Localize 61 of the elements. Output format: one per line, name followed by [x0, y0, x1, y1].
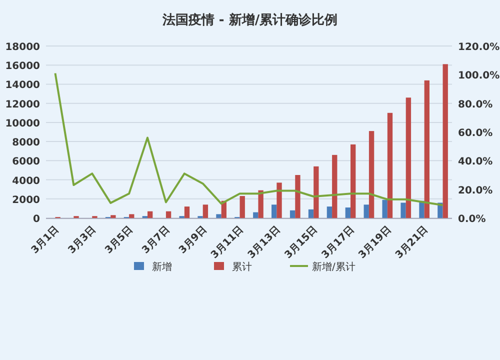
bar	[216, 214, 222, 218]
bar	[400, 202, 406, 218]
bar	[258, 190, 264, 218]
bar	[382, 200, 388, 218]
y2-tick-label: 100.0%	[458, 70, 500, 82]
legend-label: 新增/累计	[312, 261, 356, 273]
y2-tick-label: 120.0%	[458, 42, 500, 53]
bar	[424, 80, 430, 218]
bar	[148, 211, 153, 218]
bar	[290, 210, 296, 218]
bar	[184, 206, 190, 218]
bar	[442, 64, 448, 218]
bar	[308, 209, 314, 218]
y2-tick-label: 40.0%	[458, 156, 493, 168]
x-tick-label: 3月13日	[246, 224, 283, 262]
x-tick-label: 3月15日	[283, 224, 320, 262]
bar	[387, 112, 393, 218]
bar	[314, 166, 319, 218]
y-tick-label: 14000	[5, 80, 40, 92]
y-tick-label: 4000	[12, 176, 40, 187]
bar	[110, 215, 116, 218]
y-tick-label: 0	[33, 214, 40, 225]
x-tick-label: 3月17日	[320, 224, 357, 262]
y-tick-label: 6000	[12, 156, 40, 168]
bar	[272, 204, 277, 218]
y2-tick-label: 80.0%	[458, 99, 493, 110]
x-tick-label: 3月11日	[209, 224, 246, 262]
bar	[364, 204, 369, 218]
bar	[166, 211, 172, 218]
bar	[368, 131, 374, 218]
y-tick-label: 10000	[5, 118, 40, 130]
x-tick-label: 3月5日	[103, 224, 136, 256]
y2-tick-label: 0.0%	[458, 214, 486, 225]
x-tick-label: 3月7日	[140, 224, 172, 256]
legend-label: 新增	[152, 261, 172, 273]
legend-label: 累计	[232, 261, 252, 273]
line-series	[54, 72, 444, 206]
y-tick-label: 16000	[5, 61, 40, 72]
y-tick-label: 18000	[5, 42, 40, 53]
x-tick-label: 3月9日	[177, 224, 209, 256]
y2-tick-label: 20.0%	[458, 185, 493, 196]
y-tick-label: 12000	[5, 99, 40, 110]
x-tick-label: 3月3日	[66, 224, 98, 256]
x-tick-label: 3月21日	[394, 224, 430, 262]
bar	[253, 212, 258, 218]
y-tick-label: 8000	[12, 138, 40, 149]
x-tick-label: 3月19日	[356, 224, 394, 262]
bar	[276, 182, 282, 218]
bar	[350, 144, 356, 218]
y-tick-label: 2000	[12, 194, 40, 206]
chart-title: 法国疫情 - 新增/累计确诊比例	[161, 12, 338, 28]
y2-tick-label: 60.0%	[458, 128, 493, 139]
bar	[295, 175, 300, 218]
bar	[129, 214, 134, 218]
bar	[326, 206, 332, 218]
bar	[406, 98, 412, 218]
x-tick-label: 3月1日	[30, 224, 62, 256]
bar	[202, 204, 208, 218]
bar	[345, 207, 350, 218]
bar	[240, 196, 245, 218]
bar	[332, 154, 338, 218]
